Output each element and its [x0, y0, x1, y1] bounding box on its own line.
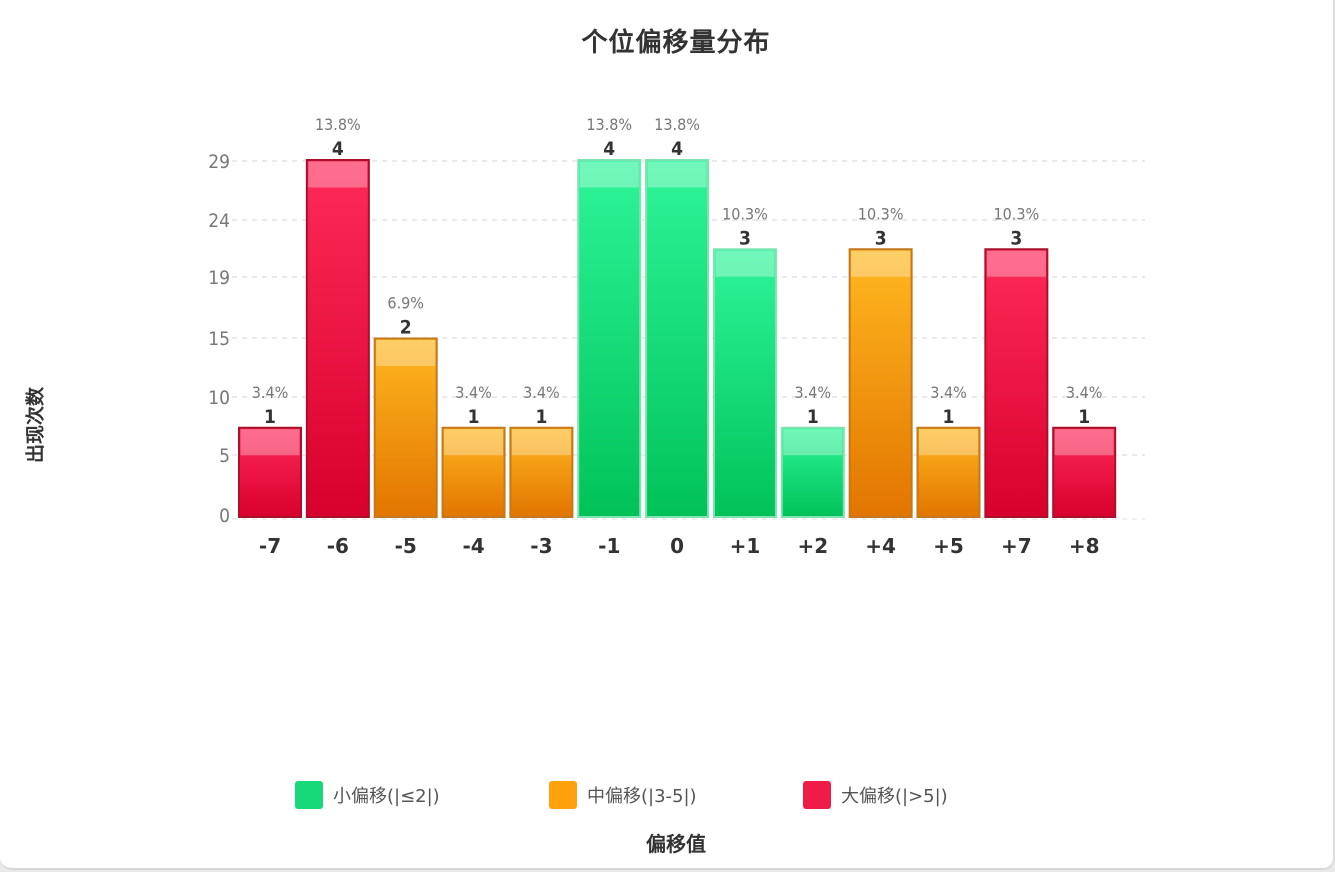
percent-label: 3.4%: [523, 383, 560, 402]
bar-highlight: [783, 429, 843, 456]
percent-label: 10.3%: [993, 204, 1039, 223]
x-tick-label: -3: [530, 534, 552, 558]
x-tick-label: -4: [462, 534, 484, 558]
y-tick-label: 24: [208, 210, 230, 232]
bar-+5: [916, 426, 981, 518]
bar--6: [305, 159, 370, 518]
value-label: 3: [739, 227, 751, 249]
value-label: 2: [400, 317, 412, 339]
legend-label-medium: 中偏移(|3-5|): [587, 786, 697, 807]
bar-0: [645, 159, 710, 518]
percent-label: 3.4%: [455, 383, 492, 402]
value-label: 4: [603, 138, 615, 160]
value-label: 1: [807, 406, 819, 428]
bar-highlight: [986, 250, 1046, 277]
value-label: 4: [671, 138, 683, 160]
bar--3: [509, 426, 574, 518]
percent-label: 13.8%: [654, 115, 700, 134]
x-tick-label: +5: [933, 534, 964, 558]
legend-item-small[interactable]: 小偏移(|≤2|): [295, 778, 440, 812]
legend-label-small: 小偏移(|≤2|): [333, 786, 440, 807]
bar-highlight: [444, 429, 504, 456]
value-label: 1: [1078, 406, 1090, 428]
chart-title: 个位偏移量分布: [581, 28, 771, 58]
legend-item-large[interactable]: 大偏移(|>5|): [803, 778, 948, 812]
percent-label: 10.3%: [858, 204, 904, 223]
percent-label: 3.4%: [252, 383, 289, 402]
legend-item-medium[interactable]: 中偏移(|3-5|): [549, 778, 697, 812]
legend-swatch-small: [295, 781, 323, 809]
bar--5: [373, 337, 438, 518]
bar-highlight: [851, 250, 911, 277]
bar-+8: [1052, 426, 1117, 518]
bar-highlight: [647, 161, 707, 188]
y-tick-label: 10: [208, 387, 230, 409]
x-tick-label: -7: [259, 534, 281, 558]
bar-+7: [984, 248, 1049, 518]
bar-highlight: [1054, 429, 1114, 456]
legend-swatch-medium: [549, 781, 577, 809]
x-tick-label: -1: [598, 534, 620, 558]
percent-label: 13.8%: [586, 115, 632, 134]
bar-highlight: [511, 429, 571, 456]
y-tick-label: 5: [219, 445, 230, 467]
x-tick-label: +4: [865, 534, 896, 558]
bar-highlight: [919, 429, 978, 456]
value-label: 1: [943, 406, 955, 428]
x-tick-label: +2: [797, 534, 828, 558]
percent-label: 13.8%: [315, 115, 361, 134]
x-tick-label: -5: [395, 534, 417, 558]
value-label: 1: [535, 406, 547, 428]
value-label: 1: [264, 406, 276, 428]
x-tick-label: +1: [730, 534, 761, 558]
bar-highlight: [376, 340, 436, 366]
percent-label: 6.9%: [387, 294, 424, 313]
bar--7: [238, 426, 302, 518]
x-axis-title: 偏移值: [646, 832, 706, 856]
bar--1: [577, 159, 642, 518]
legend-swatch-large: [803, 781, 831, 809]
y-tick-label: 19: [208, 267, 230, 289]
bar-highlight: [308, 161, 368, 188]
y-tick-label: 0: [219, 505, 230, 527]
bar-+1: [712, 248, 777, 518]
value-label: 1: [468, 406, 480, 428]
bar-highlight: [240, 429, 300, 456]
bar--4: [441, 426, 506, 518]
x-tick-label: -6: [327, 534, 349, 558]
bar-highlight: [579, 161, 639, 188]
bar-+4: [848, 248, 913, 518]
value-label: 4: [332, 138, 344, 160]
percent-label: 10.3%: [722, 204, 768, 223]
bar-highlight: [715, 250, 775, 277]
x-tick-label: 0: [670, 534, 684, 558]
percent-label: 3.4%: [1066, 383, 1103, 402]
x-tick-label: +8: [1069, 534, 1100, 558]
percent-label: 3.4%: [930, 383, 967, 402]
bar-+2: [780, 426, 845, 518]
y-tick-label: 15: [208, 328, 230, 350]
x-tick-label: +7: [1001, 534, 1032, 558]
y-tick-label: 29: [208, 151, 230, 173]
legend-label-large: 大偏移(|>5|): [841, 786, 948, 807]
chart-legend: 小偏移(|≤2|) 中偏移(|3-5|) 大偏移(|>5|): [0, 778, 1250, 812]
value-label: 3: [875, 227, 887, 249]
percent-label: 3.4%: [795, 383, 832, 402]
value-label: 3: [1010, 227, 1022, 249]
